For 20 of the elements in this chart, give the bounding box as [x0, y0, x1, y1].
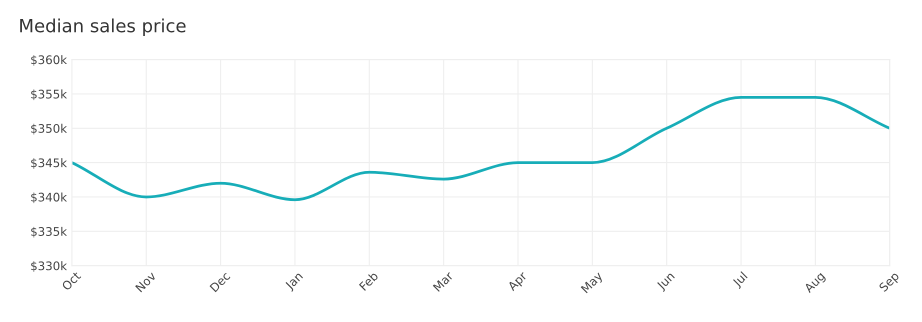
y-tick-label: $330k	[31, 261, 68, 272]
x-tick-label: Jul	[732, 271, 750, 290]
y-tick-label: $345k	[31, 158, 68, 169]
y-tick-label: $360k	[31, 55, 68, 66]
y-tick-label: $355k	[31, 89, 68, 100]
x-tick-label: Sep	[878, 271, 902, 294]
x-tick-label: Mar	[432, 270, 454, 292]
chart-title: Median sales price	[20, 18, 186, 36]
x-tick-label: Nov	[135, 271, 157, 292]
x-tick-label: Aug	[804, 272, 827, 295]
x-tick-label: Dec	[210, 271, 231, 292]
y-tick-label: $340k	[31, 192, 68, 204]
y-tick-label: $335k	[31, 226, 68, 238]
x-tick-label: Jun	[656, 271, 676, 292]
y-tick-label: $350k	[31, 124, 68, 134]
x-tick-label: Apr	[507, 270, 530, 293]
x-tick-label: Oct	[61, 270, 82, 291]
x-tick-label: Jan	[284, 271, 305, 292]
x-tick-label: Feb	[358, 270, 379, 291]
line-series	[72, 96, 890, 202]
